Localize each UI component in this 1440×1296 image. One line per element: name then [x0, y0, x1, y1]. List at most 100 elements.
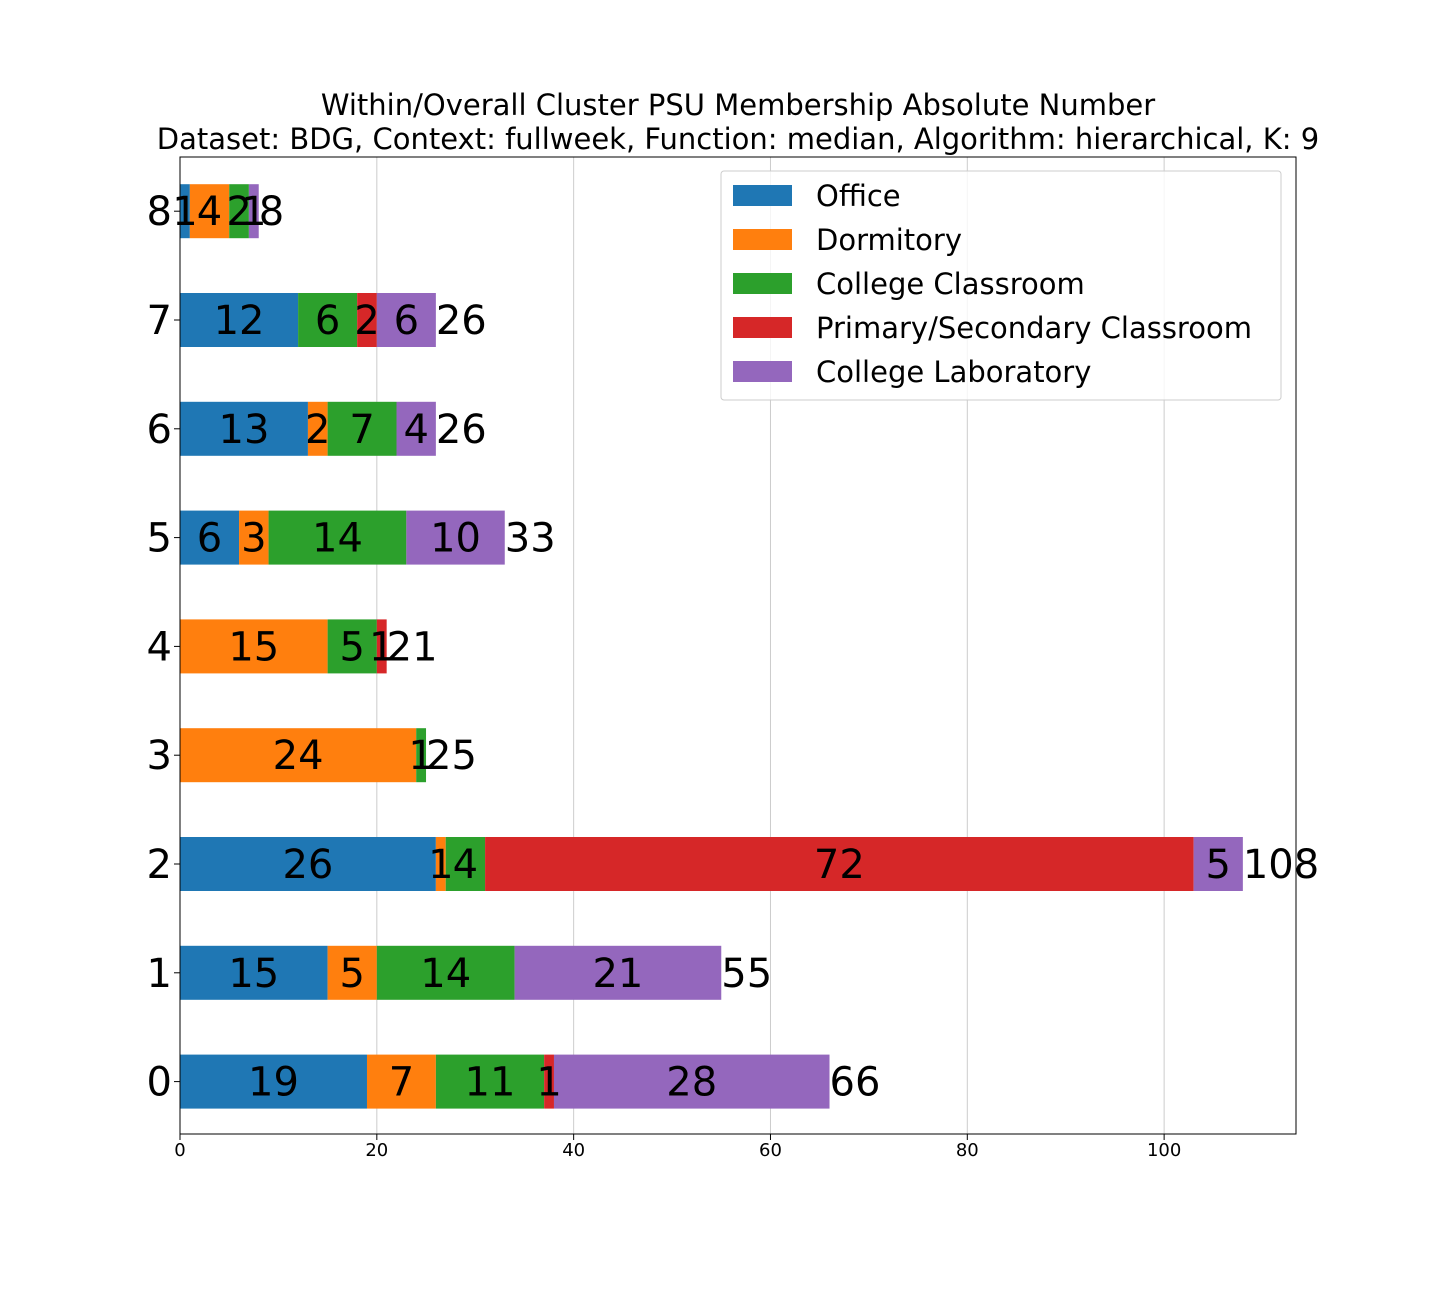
bar-segment	[180, 510, 240, 565]
xtick-label: 80	[956, 1140, 979, 1161]
bar-value-label: 10	[430, 516, 481, 562]
bar-value-label: 21	[592, 951, 643, 997]
bar-total-label: 33	[505, 516, 556, 562]
bar-segment	[307, 401, 328, 456]
bar-value-label: 11	[465, 1060, 516, 1106]
bar-value-label: 13	[219, 407, 270, 453]
ytick-label: 2	[147, 842, 172, 888]
bar-value-label: 2	[354, 298, 379, 344]
bar-segment	[514, 945, 722, 1000]
legend-label: Office	[816, 179, 901, 213]
bar-segment	[239, 510, 269, 565]
bar-value-label: 19	[248, 1060, 299, 1106]
bar-value-label: 14	[420, 951, 471, 997]
ytick-label: 6	[147, 407, 172, 453]
ytick-label: 5	[147, 516, 172, 562]
ytick-label: 0	[147, 1060, 172, 1106]
bar-value-label: 1	[536, 1060, 561, 1106]
bar-segment	[396, 401, 436, 456]
bar-segment	[298, 293, 358, 347]
bar-total-label: 25	[426, 733, 477, 779]
bar-value-label: 2	[226, 189, 251, 235]
ytick-label: 1	[147, 951, 172, 997]
ytick-label: 8	[147, 189, 172, 235]
bar-segment	[544, 1054, 554, 1109]
xtick-label: 100	[1147, 1140, 1181, 1161]
bar-segment	[553, 1054, 830, 1109]
bar-value-label: 14	[312, 516, 363, 562]
bar-segment	[376, 293, 436, 347]
bar-value-label: 1	[369, 624, 394, 670]
ytick-label: 3	[147, 733, 172, 779]
ytick-label: 7	[147, 298, 172, 344]
bar-segment	[327, 619, 377, 674]
legend-swatch	[733, 229, 792, 250]
bar-segment	[248, 184, 259, 239]
legend: Office Dormitory College Classroom Primary/…	[720, 170, 1282, 401]
bar-segment	[416, 728, 427, 783]
bar-value-label: 2	[305, 407, 330, 453]
bar-value-label: 24	[273, 733, 324, 779]
bar-segment	[485, 837, 1194, 891]
bar-segment	[435, 1054, 545, 1109]
bar-value-label: 6	[315, 298, 340, 344]
bar-total-label: 55	[721, 951, 772, 997]
bar-value-label: 1	[408, 733, 433, 779]
bar-value-label: 1	[172, 189, 197, 235]
bar-segment	[180, 945, 328, 1000]
bar-value-label: 15	[228, 624, 279, 670]
bar-value-label: 5	[1206, 842, 1231, 888]
bar-segment	[180, 401, 308, 456]
bar-total-label: 108	[1243, 842, 1319, 888]
bar-value-label: 12	[214, 298, 265, 344]
bar-value-label: 1	[428, 842, 453, 888]
chart-title: Within/Overall Cluster PSU Membership Ab…	[321, 88, 1155, 122]
bar-segment	[180, 728, 417, 783]
legend-swatch	[733, 317, 792, 338]
plot-frame	[179, 156, 1297, 1135]
legend-label: Dormitory	[816, 223, 962, 257]
legend-label: Primary/Secondary Classroom	[816, 311, 1252, 345]
bar-segment	[366, 1054, 436, 1109]
bar-total-label: 21	[387, 624, 438, 670]
bar-value-label: 26	[282, 842, 333, 888]
bar-value-label: 5	[339, 951, 364, 997]
bar-segment	[445, 837, 486, 891]
bar-value-label: 1	[241, 189, 266, 235]
bar-segment	[189, 184, 230, 239]
bar-total-label: 8	[259, 189, 284, 235]
bar-value-label: 6	[197, 516, 222, 562]
bar-segment	[180, 619, 328, 674]
bar-segment	[376, 945, 515, 1000]
bar-total-label: 66	[830, 1060, 881, 1106]
bars	[180, 184, 1243, 1109]
xtick-label: 0	[174, 1140, 185, 1161]
bar-value-label: 4	[197, 189, 222, 235]
bar-segment	[180, 1054, 367, 1109]
legend-swatch	[733, 273, 792, 294]
legend-swatch	[733, 185, 792, 206]
legend-label: College Laboratory	[816, 355, 1091, 389]
bar-segment	[406, 510, 505, 565]
bar-value-label: 72	[814, 842, 865, 888]
xtick-label: 40	[562, 1140, 585, 1161]
bar-segment	[180, 293, 299, 347]
bar-segment	[357, 293, 377, 347]
bar-segment	[180, 837, 436, 891]
bar-value-label: 5	[339, 624, 364, 670]
chart-subtitle: Dataset: BDG, Context: fullweek, Functio…	[157, 122, 1319, 156]
bar-value-label: 4	[403, 407, 428, 453]
bar-segment	[268, 510, 407, 565]
bar-segment	[327, 401, 397, 456]
bar-total-label: 26	[436, 298, 487, 344]
legend-box	[720, 170, 1282, 401]
bar-value-label: 3	[241, 516, 266, 562]
bar-segment	[327, 945, 377, 1000]
legend-swatch	[733, 361, 792, 382]
bar-segment	[376, 619, 387, 674]
xtick-label: 60	[759, 1140, 782, 1161]
bar-value-label: 28	[666, 1060, 717, 1106]
